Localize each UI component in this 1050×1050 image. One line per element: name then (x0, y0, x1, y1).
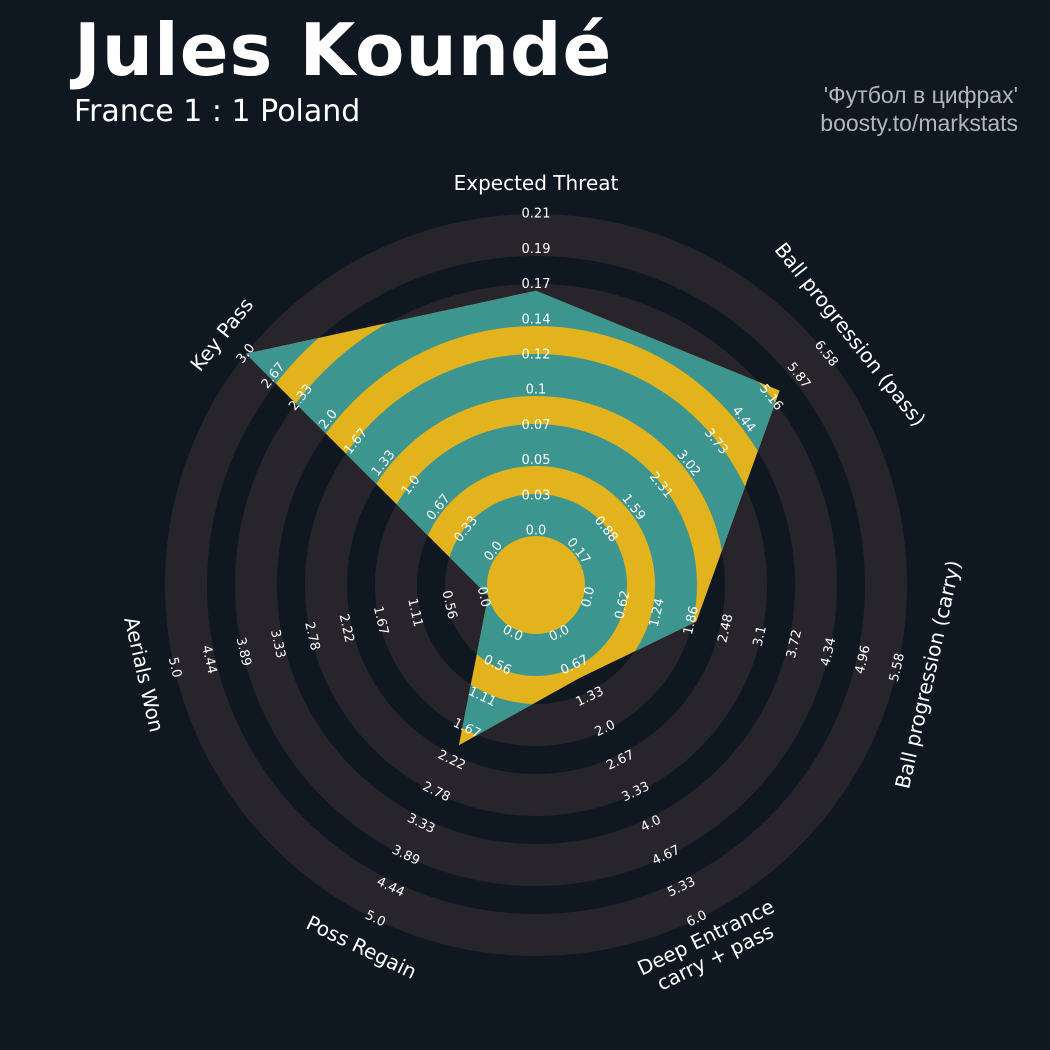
range-tick-label: 1.11 (404, 597, 425, 629)
range-tick-label: 0.05 (522, 453, 551, 468)
range-tick-label: 0.07 (522, 418, 551, 433)
param-label-line: Aerials Won (119, 614, 169, 734)
credit-channel: 'Футбол в цифрах' (823, 82, 1018, 108)
range-tick-label: 2.48 (715, 613, 736, 645)
range-tick-label: 0.0 (579, 585, 598, 609)
param-label: Aerials Won (119, 614, 169, 734)
credit-url: boosty.to/markstats (820, 110, 1018, 136)
range-tick-label: 0.56 (439, 589, 460, 621)
match-subtitle: France 1 : 1 Poland (74, 94, 361, 129)
range-tick-label: 0.62 (612, 589, 633, 621)
range-tick-label: 4.96 (853, 644, 874, 676)
range-tick-label: 1.86 (681, 605, 702, 637)
range-tick-label: 1.67 (370, 605, 391, 637)
param-label-line: Expected Threat (454, 171, 619, 195)
range-tick-label: 1.24 (647, 597, 668, 629)
range-tick-label: 5.0 (165, 656, 184, 680)
range-tick-label: 0.19 (522, 242, 551, 257)
player-name-title: Jules Koundé (74, 8, 613, 92)
range-tick-label: 0.1 (526, 383, 547, 398)
range-tick-label: 0.14 (522, 312, 551, 327)
range-tick-label: 2.22 (336, 613, 357, 645)
range-tick-label: 0.21 (522, 207, 551, 222)
range-tick-label: 0.12 (522, 348, 551, 363)
param-label: Expected Threat (454, 171, 619, 195)
range-tick-label: 2.78 (301, 620, 322, 652)
range-tick-label: 4.44 (198, 644, 219, 676)
range-tick-label: 0.0 (474, 585, 493, 609)
range-tick-label: 3.1 (751, 624, 770, 648)
range-tick-label: 3.33 (267, 628, 288, 660)
background-ring (165, 214, 907, 956)
range-tick-label: 4.34 (818, 636, 839, 668)
range-tick-label: 3.72 (784, 628, 805, 660)
range-tick-label: 0.03 (522, 488, 551, 503)
range-tick-label: 0.17 (522, 277, 551, 292)
range-tick-label: 0.0 (526, 524, 547, 539)
range-tick-label: 3.89 (233, 636, 254, 668)
range-tick-label: 5.58 (887, 652, 908, 684)
